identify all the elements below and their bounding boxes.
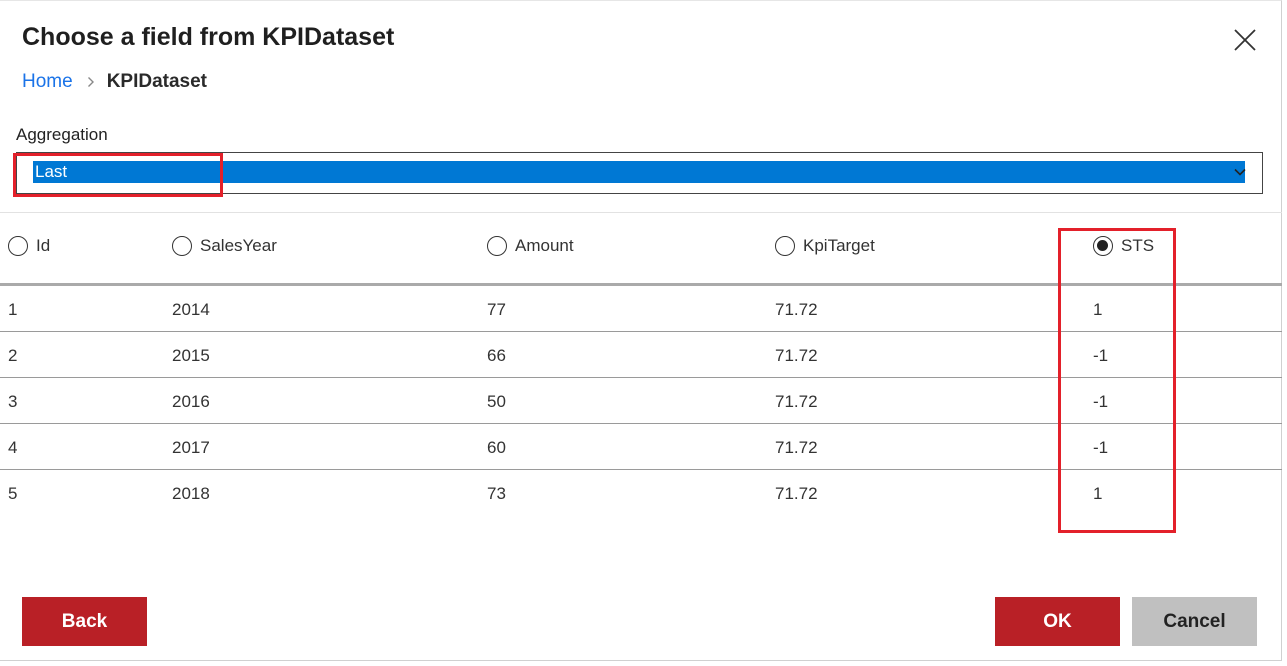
radio-button[interactable] [487, 236, 507, 256]
radio-button-checked[interactable] [1093, 236, 1113, 256]
aggregation-selected-value: Last [33, 161, 1245, 183]
cell-id: 5 [8, 484, 18, 503]
radio-button[interactable] [8, 236, 28, 256]
table-row: 3 2016 50 71.72 -1 [0, 378, 1282, 424]
ok-button[interactable]: OK [995, 597, 1120, 646]
cell-sts: -1 [1093, 346, 1109, 365]
cell-amount: 77 [487, 300, 506, 319]
column-radio-id[interactable]: Id [8, 236, 50, 256]
column-radio-amount[interactable]: Amount [487, 236, 574, 256]
column-label: SalesYear [200, 236, 277, 255]
cell-salesyear: 2015 [172, 346, 210, 365]
cell-id: 3 [8, 392, 18, 411]
dialog-title: Choose a field from KPIDataset [22, 23, 395, 51]
table-row: 1 2014 77 71.72 1 [0, 286, 1282, 332]
column-label: Amount [515, 236, 574, 255]
cell-salesyear: 2017 [172, 438, 210, 457]
table-row: 5 2018 73 71.72 1 [0, 470, 1282, 516]
breadcrumb-home-link[interactable]: Home [22, 71, 73, 92]
cell-id: 2 [8, 346, 18, 365]
column-label: Id [36, 236, 51, 255]
aggregation-select[interactable]: Last [16, 152, 1263, 194]
breadcrumb-current: KPIDataset [106, 71, 208, 92]
close-icon[interactable] [1230, 25, 1260, 55]
cell-sts: 1 [1093, 484, 1103, 503]
cell-kpitarget: 71.72 [775, 346, 818, 365]
cell-amount: 66 [487, 346, 506, 365]
column-radio-sts[interactable]: STS [1093, 236, 1154, 256]
cell-sts: 1 [1093, 300, 1103, 319]
cell-kpitarget: 71.72 [775, 392, 818, 411]
column-radio-salesyear[interactable]: SalesYear [172, 236, 277, 256]
chevron-right-icon [87, 76, 95, 88]
cell-amount: 50 [487, 392, 506, 411]
cell-kpitarget: 71.72 [775, 484, 818, 503]
back-button[interactable]: Back [22, 597, 147, 646]
header-divider [0, 283, 1282, 286]
cell-id: 4 [8, 438, 18, 457]
aggregation-label: Aggregation [16, 125, 108, 144]
chevron-down-icon [1233, 165, 1247, 184]
cell-salesyear: 2016 [172, 392, 210, 411]
cell-salesyear: 2018 [172, 484, 210, 503]
cell-amount: 73 [487, 484, 506, 503]
radio-button[interactable] [172, 236, 192, 256]
cell-salesyear: 2014 [172, 300, 210, 319]
radio-button[interactable] [775, 236, 795, 256]
column-label: STS [1121, 236, 1155, 255]
column-radio-kpitarget[interactable]: KpiTarget [775, 236, 875, 256]
table-row: 4 2017 60 71.72 -1 [0, 424, 1282, 470]
cell-sts: -1 [1093, 392, 1109, 411]
cancel-button[interactable]: Cancel [1132, 597, 1257, 646]
column-label: KpiTarget [803, 236, 875, 255]
cell-kpitarget: 71.72 [775, 438, 818, 457]
cell-amount: 60 [487, 438, 506, 457]
divider [0, 212, 1282, 213]
breadcrumb: Home KPIDataset [22, 71, 207, 93]
cell-kpitarget: 71.72 [775, 300, 818, 319]
cell-id: 1 [8, 300, 18, 319]
table-row: 2 2015 66 71.72 -1 [0, 332, 1282, 378]
cell-sts: -1 [1093, 438, 1109, 457]
